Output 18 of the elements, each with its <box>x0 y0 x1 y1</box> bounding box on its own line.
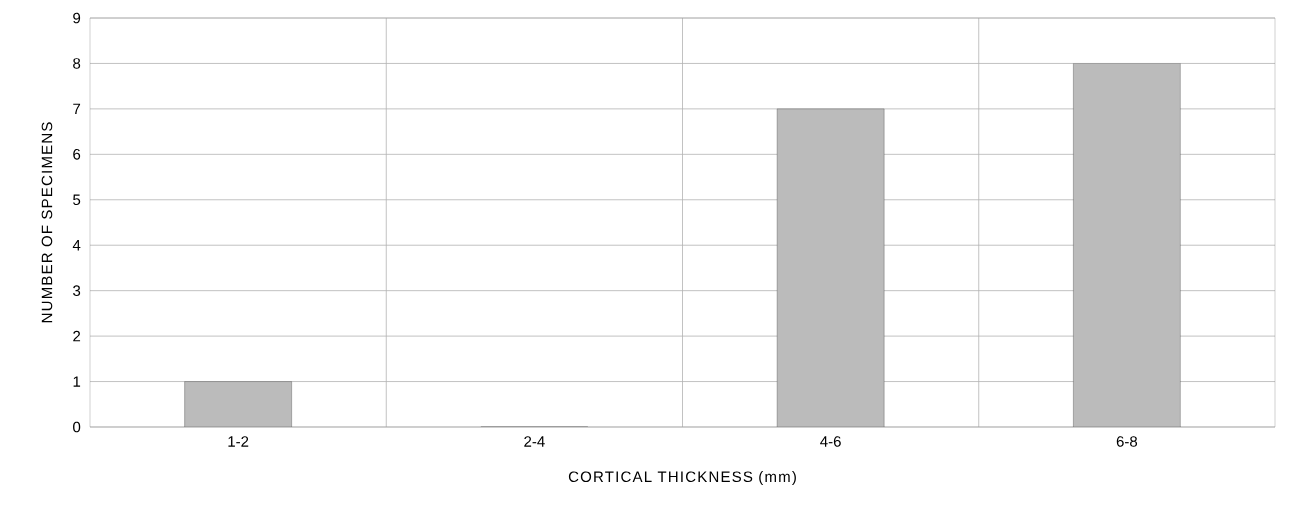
y-tick-label: 2 <box>73 330 81 342</box>
y-tick-label: 5 <box>73 194 81 205</box>
y-tick-label: 9 <box>73 12 81 24</box>
y-tick-label: 3 <box>73 285 81 296</box>
x-tick-label: 6-8 <box>1116 436 1138 447</box>
bar <box>184 381 292 427</box>
bar <box>776 108 885 427</box>
y-axis-title: NUMBER OF SPECIMENS <box>41 122 53 323</box>
x-tick-label: 2-4 <box>524 436 545 447</box>
y-tick-label: 4 <box>72 240 81 251</box>
y-tick-label: 8 <box>73 58 81 69</box>
y-tick-label: 6 <box>73 149 81 160</box>
x-axis-title: CORTICAL THICKNESS (mm) <box>568 471 796 485</box>
y-tick-label: 7 <box>73 103 81 115</box>
y-tick-label: 0 <box>73 421 81 433</box>
x-tick-label: 4-6 <box>820 436 841 447</box>
x-tick-label: 1-2 <box>228 436 249 447</box>
y-tick-label: 1 <box>73 376 81 387</box>
